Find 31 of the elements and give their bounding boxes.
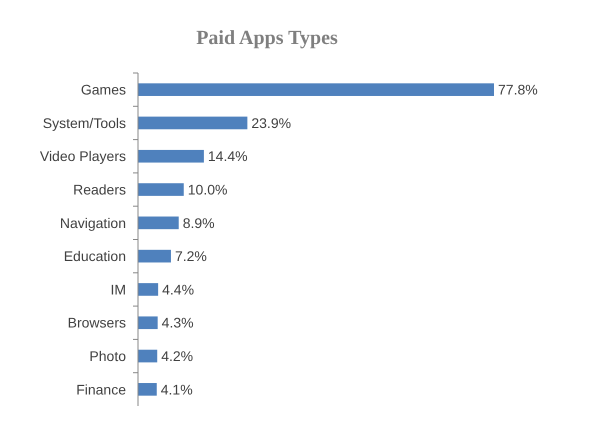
bar <box>138 216 179 230</box>
y-tick-label: Education <box>64 248 126 264</box>
bar <box>138 350 158 362</box>
y-tick-label: Photo <box>89 348 126 364</box>
bar <box>138 83 494 96</box>
y-tick-label: Finance <box>76 381 126 398</box>
bar <box>138 250 171 262</box>
bar <box>138 283 158 296</box>
y-tick-label: Video Players <box>40 148 126 164</box>
data-label: 4.4% <box>162 281 194 298</box>
data-label: 4.3% <box>162 314 194 331</box>
bar <box>138 383 157 396</box>
bar <box>138 183 184 196</box>
y-tick-label: System/Tools <box>42 114 126 131</box>
data-label: 8.9% <box>182 214 215 231</box>
data-label: 14.4% <box>208 148 248 164</box>
chart-title: Paid Apps Types <box>196 27 338 49</box>
data-label: 4.1% <box>160 381 193 398</box>
y-tick-label: IM <box>110 281 126 298</box>
y-tick-label: Games <box>80 82 126 98</box>
bar <box>138 150 204 163</box>
data-label: 23.9% <box>251 114 292 131</box>
y-tick-label: Readers <box>73 181 126 198</box>
data-label: 77.8% <box>498 82 538 98</box>
y-tick-label: Browsers <box>68 314 126 331</box>
y-tick-label: Navigation <box>60 214 126 231</box>
bar <box>138 116 248 130</box>
bar <box>138 316 158 330</box>
data-label: 4.2% <box>161 348 194 364</box>
data-label: 7.2% <box>174 248 207 264</box>
data-label: 10.0% <box>188 181 228 198</box>
